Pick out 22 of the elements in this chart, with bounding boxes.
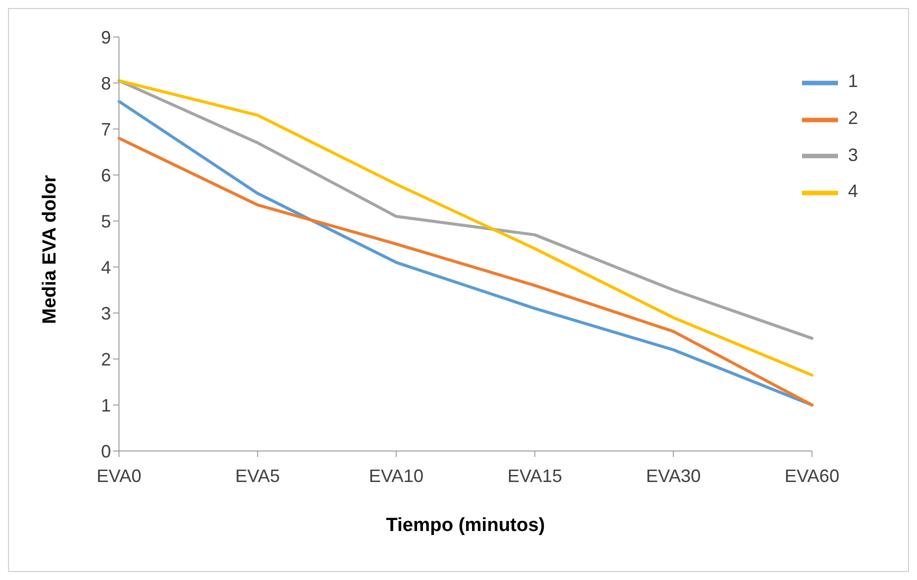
x-tick-label: EVA30	[646, 466, 701, 486]
legend-label: 4	[848, 181, 858, 202]
y-tick-label: 2	[100, 349, 111, 370]
y-tick-label: 1	[100, 395, 111, 416]
y-tick-label: 9	[100, 27, 111, 48]
x-axis-title: Tiempo (minutos)	[386, 515, 546, 536]
x-tick-label: EVA5	[235, 466, 280, 486]
x-tick-label: EVA0	[96, 466, 142, 486]
x-tick-label: EVA15	[507, 466, 562, 486]
y-tick-label: 4	[100, 257, 111, 278]
y-tick-label: 3	[100, 303, 111, 324]
y-tick-label: 8	[100, 73, 111, 94]
x-tick-label: EVA10	[368, 466, 424, 486]
x-tick-label: EVA60	[784, 466, 840, 486]
legend-label: 1	[848, 71, 858, 91]
y-tick-label: 6	[100, 165, 111, 186]
y-tick-label: 5	[100, 211, 111, 232]
y-tick-label: 0	[100, 441, 111, 462]
y-axis-title: Media EVA dolor	[40, 174, 61, 324]
legend-label: 2	[848, 108, 858, 128]
y-tick-label: 7	[100, 119, 111, 140]
legend-label: 3	[848, 144, 858, 165]
